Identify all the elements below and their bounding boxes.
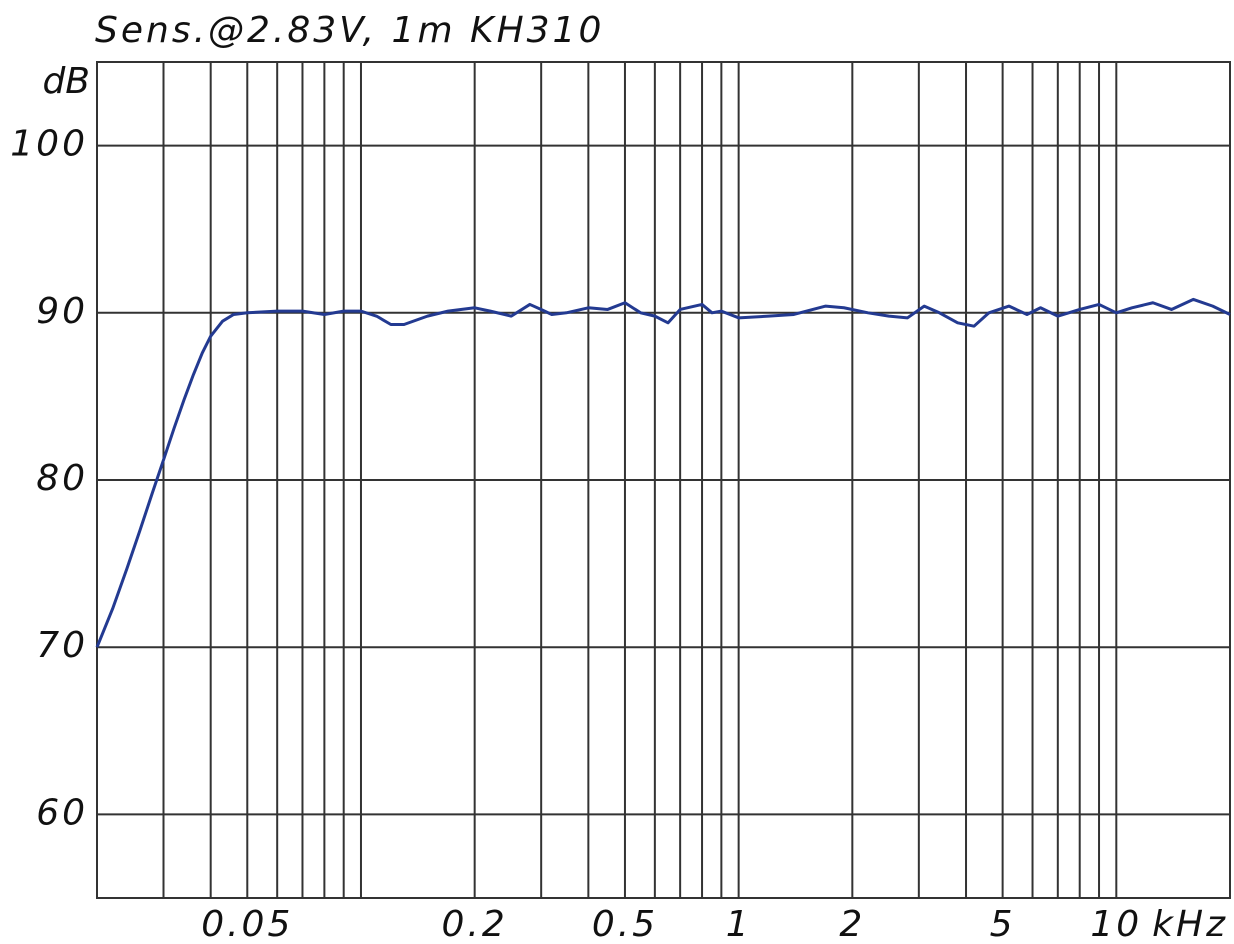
data-line bbox=[95, 297, 1231, 648]
x-tick-label: 0.5 bbox=[592, 904, 658, 944]
y-tick-label: 80 bbox=[36, 458, 88, 499]
y-tick-label: 60 bbox=[36, 792, 88, 833]
y-axis-label: dB bbox=[42, 61, 90, 102]
x-tick-label: 0.2 bbox=[442, 904, 508, 944]
x-tick-label: 2 bbox=[839, 904, 865, 944]
x-tick-label: 10 bbox=[1090, 904, 1142, 944]
x-tick-label: 0.05 bbox=[201, 904, 293, 944]
chart-title: Sens.@2.83V, 1m KH310 bbox=[95, 10, 604, 51]
y-tick-label: 100 bbox=[10, 124, 88, 165]
y-tick-label: 90 bbox=[36, 291, 88, 332]
y-tick-label: 70 bbox=[36, 625, 88, 666]
x-tick-label: 1 bbox=[726, 904, 752, 944]
x-axis-label: kHz bbox=[1152, 904, 1228, 944]
x-tick-label: 5 bbox=[990, 904, 1016, 944]
